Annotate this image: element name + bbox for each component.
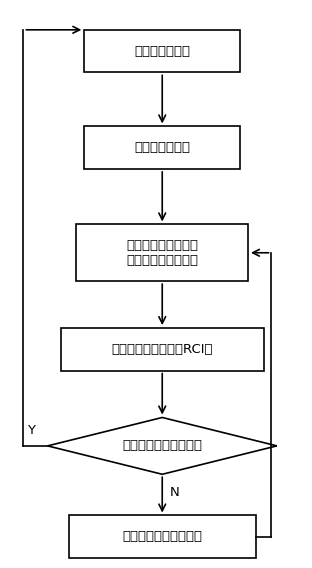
Text: 多源异构数据融合，
得出代表性地点车速: 多源异构数据融合， 得出代表性地点车速	[126, 239, 198, 267]
FancyBboxPatch shape	[84, 126, 240, 169]
Text: 计算时间汇集度: 计算时间汇集度	[134, 141, 190, 154]
FancyBboxPatch shape	[61, 328, 264, 370]
FancyBboxPatch shape	[76, 224, 248, 281]
FancyBboxPatch shape	[84, 30, 240, 72]
Text: 确定模型参数值: 确定模型参数值	[134, 45, 190, 57]
FancyBboxPatch shape	[69, 516, 256, 558]
Polygon shape	[48, 417, 277, 474]
Text: N: N	[170, 486, 180, 499]
Text: Y: Y	[27, 424, 35, 437]
Text: 是否需要修正模型参数: 是否需要修正模型参数	[122, 440, 202, 452]
Text: 计算时间汇集度内的RCI值: 计算时间汇集度内的RCI值	[111, 343, 213, 356]
Text: 输出交通拥堵等级评价: 输出交通拥堵等级评价	[122, 531, 202, 543]
